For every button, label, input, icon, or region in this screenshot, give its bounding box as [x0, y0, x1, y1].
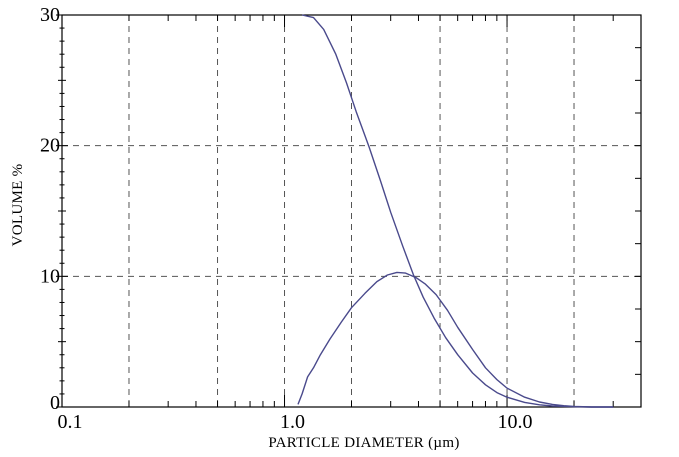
- x-tick-label: 10.0: [498, 411, 533, 433]
- grid-layer: [62, 15, 641, 407]
- series-layer: [297, 14, 614, 408]
- y-tick-label: 30: [40, 4, 60, 26]
- y-tick-label: 10: [40, 265, 60, 287]
- y-tick-label: 0: [50, 392, 60, 414]
- x-tick-label: 1.0: [280, 411, 305, 433]
- y-axis-title: VOLUME %: [10, 164, 26, 247]
- cumulative-volume-line: [301, 14, 614, 408]
- x-tick-label: 0.1: [58, 411, 83, 433]
- plot-frame: [61, 14, 642, 408]
- y-tick-label: 20: [40, 135, 60, 157]
- x-axis-title: PARTICLE DIAMETER (µm): [268, 435, 459, 451]
- tick-layer: [56, 14, 642, 408]
- label-layer: 0.1 1.0 10.0 0 10 20 30: [40, 4, 533, 433]
- volume-distribution-line: [297, 271, 614, 408]
